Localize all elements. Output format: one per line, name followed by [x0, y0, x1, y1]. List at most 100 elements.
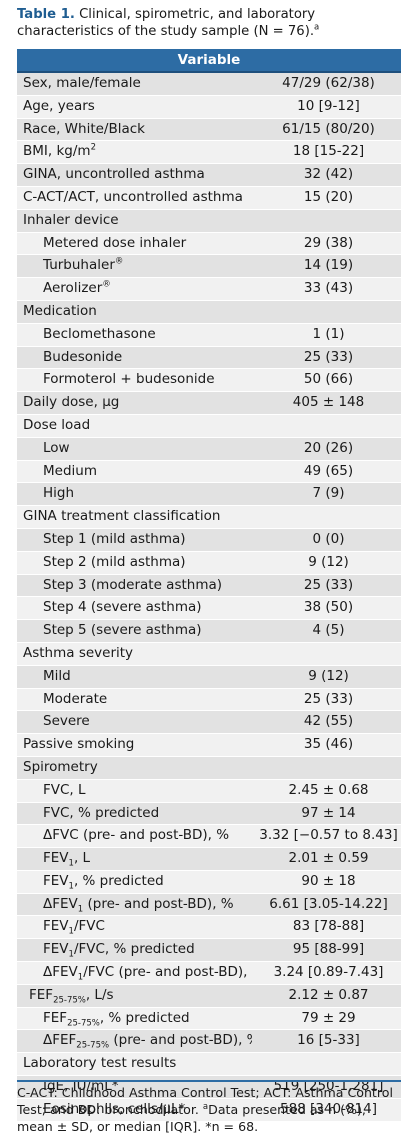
footnote-mark: a: [202, 1101, 209, 1112]
row-value: 9 (12): [308, 667, 349, 684]
row-label-text: Daily dose, µg: [23, 394, 120, 411]
row-label-subscript: 1: [77, 904, 84, 915]
table-group-row: Laboratory test results: [17, 1053, 401, 1077]
table-row: Step 2 (mild asthma) 9 (12): [17, 551, 401, 575]
row-value: 25 (33): [303, 348, 354, 365]
table-row: FEF25-75%, L/s 2.12 ± 0.87: [17, 984, 401, 1008]
table-group-row: Spirometry: [17, 756, 401, 780]
row-value: 405 ± 148: [292, 394, 365, 411]
row-label-text: Low: [43, 439, 70, 456]
row-label-text: Laboratory test results: [23, 1055, 177, 1072]
row-label-text: Medium: [43, 462, 97, 479]
row-label-text: FEV: [43, 850, 69, 867]
row-value: 16 [5-33]: [297, 1032, 360, 1049]
row-value: 83 [78-88]: [292, 918, 365, 935]
row-value: 3.32 [−0.57 to 8.43]: [259, 827, 398, 844]
row-value: 2.45 ± 0.68: [288, 781, 369, 798]
row-label-text: Spirometry: [23, 758, 98, 775]
table-row: Aerolizer® 33 (43): [17, 278, 401, 301]
table-row: Step 5 (severe asthma) 4 (5): [17, 620, 401, 643]
row-value: 2.12 ± 0.87: [288, 986, 369, 1003]
row-label-text: Eosinophils, cells/µL*: [43, 1100, 186, 1117]
row-value: 14 (19): [303, 257, 354, 274]
table-row: BMI, kg/m2 18 [15-22]: [17, 141, 401, 165]
row-label-text: GINA treatment classification: [23, 508, 221, 525]
row-label: Formoterol + budesonide: [17, 369, 252, 391]
row-label: Asthma severity: [17, 643, 401, 665]
row-label-subscript: 1: [68, 858, 74, 869]
table-row: Step 4 (severe asthma) 38 (50): [17, 597, 401, 621]
row-value: 97 ± 14: [301, 804, 356, 821]
table-row: FVC, % predicted 97 ± 14: [17, 802, 401, 826]
row-label: FVC, % predicted: [17, 803, 252, 825]
table-row: ΔFEF25-75% (pre- and post-BD), % 16 [5-33…: [17, 1030, 401, 1054]
row-value: 47/29 (62/38): [282, 75, 375, 91]
table-row: FVC, L 2.45 ± 0.68: [17, 779, 401, 803]
row-label-text: Severe: [43, 713, 90, 730]
table-row: Passive smoking 35 (46): [17, 734, 401, 757]
table-row: Daily dose, µg 405 ± 148: [17, 392, 401, 415]
row-label-text: FEF: [29, 986, 54, 1003]
row-label-text: Inhaler device: [23, 211, 119, 228]
row-label: Medium: [17, 461, 252, 483]
row-label-text: Dose load: [23, 416, 91, 433]
row-label: FEF25-75%, % predicted: [17, 1008, 252, 1030]
table-row: ΔFEV1/FVC (pre- and post-BD), % 3.24 [0.8…: [17, 962, 401, 985]
row-label: Passive smoking: [17, 734, 252, 756]
row-label-text: Moderate: [43, 690, 108, 707]
row-label: Step 4 (severe asthma): [17, 597, 252, 619]
row-label: Sex, male/female: [17, 73, 252, 95]
row-value: 42 (55): [303, 713, 354, 730]
row-label: Aerolizer®: [17, 278, 252, 300]
table-body: Sex, male/female 47/29 (62/38) Age, years 1…: [17, 73, 401, 1122]
row-label-text: Metered dose inhaler: [43, 234, 187, 251]
row-value: 61/15 (80/20): [282, 120, 375, 137]
table-row: Budesonide 25 (33): [17, 346, 401, 370]
row-label: Turbuhaler®: [17, 255, 252, 277]
table-row: Step 3 (moderate asthma) 25 (33): [17, 574, 401, 598]
table-row: FEF25-75%, % predicted 79 ± 29: [17, 1007, 401, 1031]
row-label: Medication: [17, 301, 401, 323]
table-footnote: C-ACT: Childhood Asthma Control Test; AC…: [17, 1080, 401, 1135]
row-label: Daily dose, µg: [17, 392, 252, 414]
row-label-text: FVC, L: [43, 781, 86, 798]
row-value: 15 (20): [303, 188, 354, 205]
row-label-text: FEV: [43, 918, 69, 935]
row-label: FEV1, L: [17, 848, 252, 870]
caption-footnote-mark: a: [314, 22, 320, 33]
row-label-text: High: [43, 485, 75, 502]
row-label-text: ΔFEF: [43, 1032, 77, 1049]
row-label: Age, years: [17, 96, 252, 118]
row-value: 90 ± 18: [301, 872, 356, 889]
row-label-text: BMI, kg/m: [23, 143, 91, 160]
row-value: 95 [88-99]: [292, 941, 365, 958]
row-label-subscript: 25-75%: [53, 995, 86, 1006]
row-label: ΔFVC (pre- and post-BD), %: [17, 825, 252, 847]
row-label-text: ΔFEV: [43, 895, 78, 912]
table-row: C-ACT/ACT, uncontrolled asthma 15 (20): [17, 186, 401, 210]
row-value: 588 [340-814]: [280, 1100, 377, 1117]
table-group-row: Medication: [17, 300, 401, 324]
row-label: ΔFEF25-75% (pre- and post-BD), %: [17, 1030, 252, 1052]
table-row: Low 20 (26): [17, 437, 401, 461]
table-row: Step 1 (mild asthma) 0 (0): [17, 528, 401, 552]
row-value: 49 (65): [303, 462, 354, 479]
table-group-row: Dose load: [17, 414, 401, 438]
row-label: Budesonide: [17, 347, 252, 369]
footnote-abbreviations: C-ACT: Childhood Asthma Control Test; AC…: [17, 1085, 393, 1117]
row-label-suffix: (pre- and post-BD), %: [109, 1032, 252, 1049]
row-label-text: Step 1 (mild asthma): [43, 530, 186, 547]
row-label: FEV1/FVC: [17, 916, 252, 938]
table-row: High 7 (9): [17, 483, 401, 507]
table-row: Age, years 10 [9-12]: [17, 95, 401, 119]
row-value: 9 (12): [308, 553, 349, 570]
footnote-data-note: Data presented as n (%), mean ± SD, or m…: [17, 1102, 366, 1134]
table-label: Table 1.: [17, 7, 75, 22]
row-label: FEV1/FVC, % predicted: [17, 939, 252, 961]
row-label-text: Mild: [43, 667, 71, 684]
row-label-text: Sex, male/female: [23, 75, 141, 91]
characteristics-table: Variable Sex, male/female 47/29 (62/38) Ag…: [17, 49, 401, 1122]
row-value: 10 [9-12]: [297, 97, 360, 114]
row-label-text: FVC, % predicted: [43, 804, 160, 821]
table-row: Turbuhaler® 14 (19): [17, 255, 401, 279]
